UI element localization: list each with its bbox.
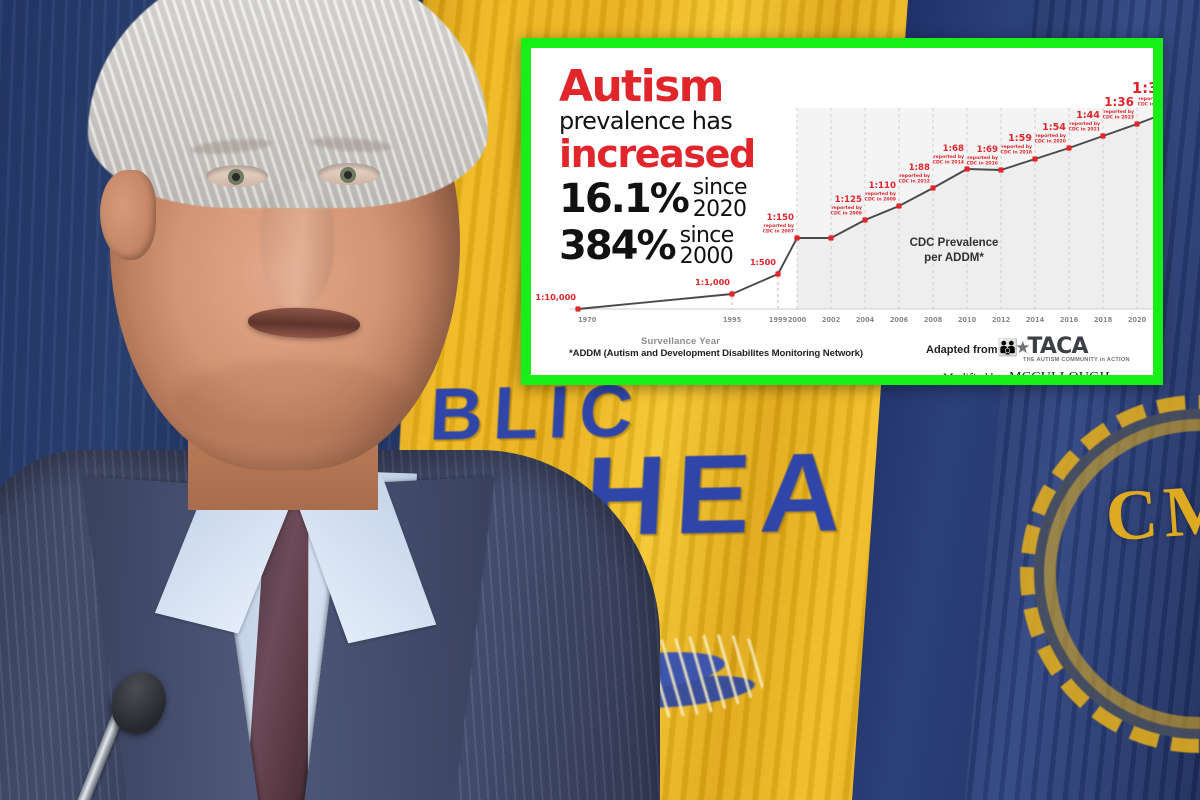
svg-text:2018: 2018 [1094,316,1113,324]
stat-value-161: 16.1% [559,175,690,222]
svg-text:1:44: 1:44 [1076,110,1100,121]
svg-text:reported by: reported by [1035,133,1066,139]
svg-text:CDC in 2016: CDC in 2016 [967,161,998,167]
taca-logo: 👪★ TACA [997,334,1089,359]
center-label-line2: per ADDM* [924,252,984,265]
svg-text:1:31: 1:31 [1132,79,1153,97]
svg-text:1:10,000: 1:10,000 [535,292,576,302]
stat2-since-label: since [679,222,735,248]
headline-prevalence: prevalence has [559,107,733,136]
nose [260,180,334,310]
infographic-canvas: Autism prevalence has increased 16.1% si… [531,48,1153,375]
taca-tagline: THE AUTISM COMMUNITY in ACTION [1023,357,1130,363]
svg-text:1:1,000: 1:1,000 [695,277,730,287]
svg-text:reported by: reported by [1069,121,1100,127]
stat-since-2020: since 2020 [692,175,748,222]
stat2-year-label: 2000 [679,244,734,270]
svg-text:reported by: reported by [1001,144,1032,150]
agency-seal-text: CM [1103,467,1200,557]
mccullough-foundation-name: MCCULLOUGH FOUNDATION [943,370,1110,375]
svg-text:2020: 2020 [1128,316,1147,324]
taca-wordmark: TACA [1027,334,1088,359]
center-label-line1: CDC Prevalence [909,237,999,249]
headline-increased: increased [559,132,756,177]
chart-center-label: CDC Prevalence per ADDM* [884,236,1024,266]
svg-text:reported by: reported by [763,223,794,229]
svg-text:1:69: 1:69 [977,145,998,155]
eye-right [318,163,380,185]
svg-text:reported by: reported by [899,173,930,179]
stat1-year-label: 2020 [692,196,747,222]
svg-text:CDC in 2021: CDC in 2021 [1069,127,1100,133]
svg-text:2004: 2004 [856,316,875,324]
svg-text:reported by: reported by [967,155,998,161]
headline-block: Autism prevalence has increased 16.1% si… [559,61,809,270]
stat-row-2020: 16.1% since 2020 [559,177,809,221]
svg-text:reported by: reported by [865,191,896,197]
addm-footnote: *ADDM (Autism and Development Disabilite… [569,348,863,359]
svg-text:2008: 2008 [924,316,943,324]
svg-text:1:500: 1:500 [750,257,776,267]
svg-text:1995: 1995 [723,316,742,324]
svg-text:reported by: reported by [831,205,862,211]
modified-by: Modified by: MCCULLOUGH FOUNDATION [943,370,1153,375]
taca-people-icon: 👪★ [997,337,1030,357]
svg-text:reported by: reported by [1138,96,1153,102]
headline-autism: Autism [559,61,725,112]
ear [100,170,156,260]
svg-text:CDC in 2023: CDC in 2023 [1103,115,1134,121]
prevalence-line-chart: 1:10,000 1:1,000 1:500 1:150 reported by CDC … [531,48,1153,375]
svg-text:reported by: reported by [933,154,964,160]
svg-text:reported by: reported by [1103,109,1134,115]
svg-text:CDC in 2009: CDC in 2009 [831,211,862,217]
svg-text:2006: 2006 [890,316,909,324]
svg-text:2010: 2010 [958,316,977,324]
svg-text:1:54: 1:54 [1042,122,1066,133]
stat-since-2000: since 2000 [679,222,735,270]
svg-text:CDC in 2025: CDC in 2025 [1138,102,1153,108]
svg-text:2002: 2002 [822,316,841,324]
stat-row-2000: 384% since 2000 [559,222,809,270]
svg-text:1:125: 1:125 [835,195,862,205]
svg-text:1:68: 1:68 [943,144,964,154]
hair [88,0,488,208]
svg-text:2016: 2016 [1060,316,1079,324]
svg-text:CDC in 2007: CDC in 2007 [763,229,794,235]
infographic-card: Autism prevalence has increased 16.1% si… [521,38,1163,385]
svg-text:2012: 2012 [992,316,1011,324]
chin-shadow [175,360,405,440]
adapted-from-label: Adapted from: [926,344,1002,356]
svg-text:2000: 2000 [788,316,807,324]
svg-text:CDC in 2009: CDC in 2009 [865,197,896,203]
modified-by-label: Modified by: [943,370,1006,375]
svg-text:CDC in 2020: CDC in 2020 [1035,139,1066,145]
svg-text:2014: 2014 [1026,316,1045,324]
speaker-figure [0,0,720,800]
svg-text:1999: 1999 [769,316,788,324]
svg-text:1:150: 1:150 [767,213,794,223]
svg-text:1:59: 1:59 [1008,133,1032,144]
svg-text:1:36: 1:36 [1104,95,1134,109]
svg-text:CDC in 2018: CDC in 2018 [1001,150,1032,156]
svg-text:CDC in 2014: CDC in 2014 [933,160,964,166]
stat1-since-label: since [692,175,748,201]
x-axis-title: Survellance Year [641,336,721,347]
stat-value-384: 384% [559,223,677,270]
svg-text:1970: 1970 [578,316,597,324]
eye-left [206,165,268,187]
svg-text:1:110: 1:110 [869,181,896,191]
svg-text:CDC in 2012: CDC in 2012 [899,179,930,185]
svg-text:1:88: 1:88 [909,163,930,173]
